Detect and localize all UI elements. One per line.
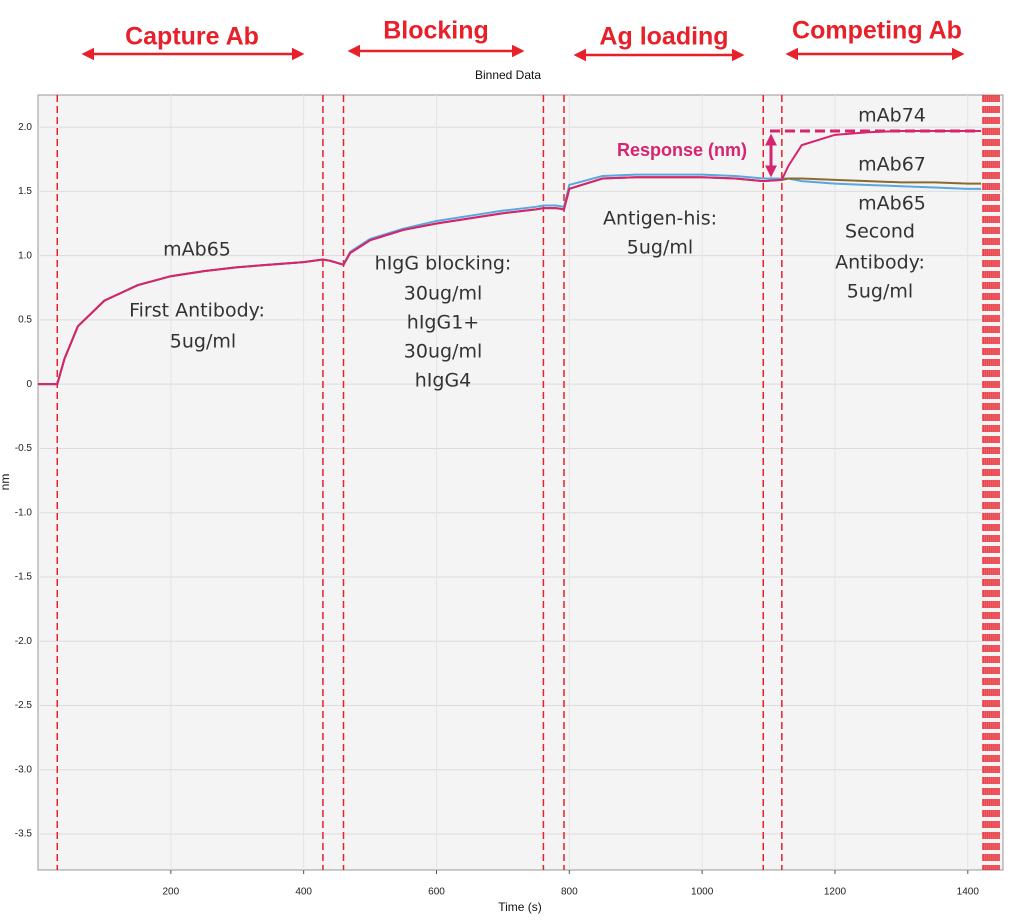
x-tick-label: 1000 (691, 887, 714, 898)
annotation: mAb67 (858, 154, 926, 176)
x-axis-label: Time (s) (498, 900, 542, 914)
y-tick-label: -3.5 (15, 829, 33, 840)
y-tick-label: 0 (26, 379, 32, 390)
x-tick-label: 1200 (824, 887, 847, 898)
annotation: 5ug/ml (627, 237, 693, 259)
x-tick-label: 200 (162, 887, 179, 898)
response-label: Response (nm) (617, 140, 747, 160)
y-axis-label: nm (0, 474, 12, 491)
annotation: Second (845, 221, 915, 243)
lines (38, 95, 1000, 870)
y-tick-label: -1.5 (15, 572, 33, 583)
y-tick-label: 2.0 (18, 122, 32, 133)
phase-label: Blocking (383, 17, 489, 45)
phase-label: Capture Ab (125, 23, 259, 51)
x-tick-label: 1400 (957, 887, 980, 898)
annotation: Antigen-his: (603, 208, 717, 230)
annotation: 5ug/ml (847, 281, 913, 303)
x-tick-label: 600 (428, 887, 445, 898)
annotation: mAb74 (858, 105, 926, 127)
annotation: hIgG blocking: (375, 253, 512, 275)
annotation: hIgG4 (415, 370, 472, 392)
x-tick-label: 400 (295, 887, 312, 898)
annotation: 5ug/ml (170, 331, 236, 353)
phase-label: Competing Ab (792, 17, 962, 45)
annotation: hIgG1+ (407, 312, 479, 334)
plot-area (37, 94, 1004, 871)
annotation: First Antibody: (129, 300, 265, 322)
y-tick-label: 0.5 (18, 315, 32, 326)
annotation: Antibody: (835, 252, 925, 274)
annotation: mAb65 (163, 239, 231, 261)
y-tick-label: 1.5 (18, 186, 32, 197)
y-tick-label: -1.0 (15, 507, 33, 518)
y-tick-label: -0.5 (15, 443, 33, 454)
annotation: mAb65 (858, 193, 926, 215)
chart-title: Binned Data (475, 68, 541, 82)
data-line (38, 129, 982, 386)
y-tick-label: 1.0 (18, 250, 32, 261)
annotation: 30ug/ml (404, 341, 482, 363)
x-tick-label: 800 (561, 887, 578, 898)
y-tick-label: -3.0 (15, 764, 33, 775)
y-tick-label: -2.0 (15, 636, 33, 647)
y-tick-label: -2.5 (15, 700, 33, 711)
grid (38, 95, 1003, 870)
annotation: 30ug/ml (404, 283, 482, 305)
phase-label: Ag loading (599, 23, 728, 51)
